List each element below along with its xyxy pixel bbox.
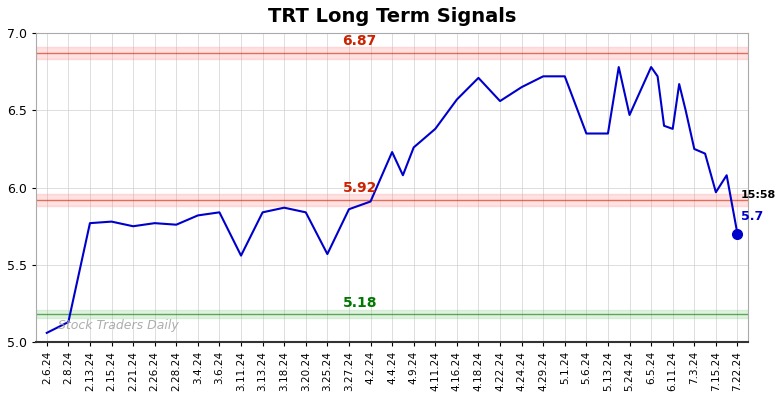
Text: 5.18: 5.18 — [343, 296, 377, 310]
Text: 15:58: 15:58 — [741, 190, 776, 200]
Bar — [36, 194, 748, 206]
Text: 5.7: 5.7 — [741, 210, 763, 223]
Title: TRT Long Term Signals: TRT Long Term Signals — [268, 7, 517, 26]
Text: 6.87: 6.87 — [343, 34, 377, 49]
Bar — [36, 47, 748, 59]
Bar — [36, 310, 748, 318]
Text: 5.92: 5.92 — [343, 181, 377, 195]
Text: Stock Traders Daily: Stock Traders Daily — [57, 319, 178, 332]
